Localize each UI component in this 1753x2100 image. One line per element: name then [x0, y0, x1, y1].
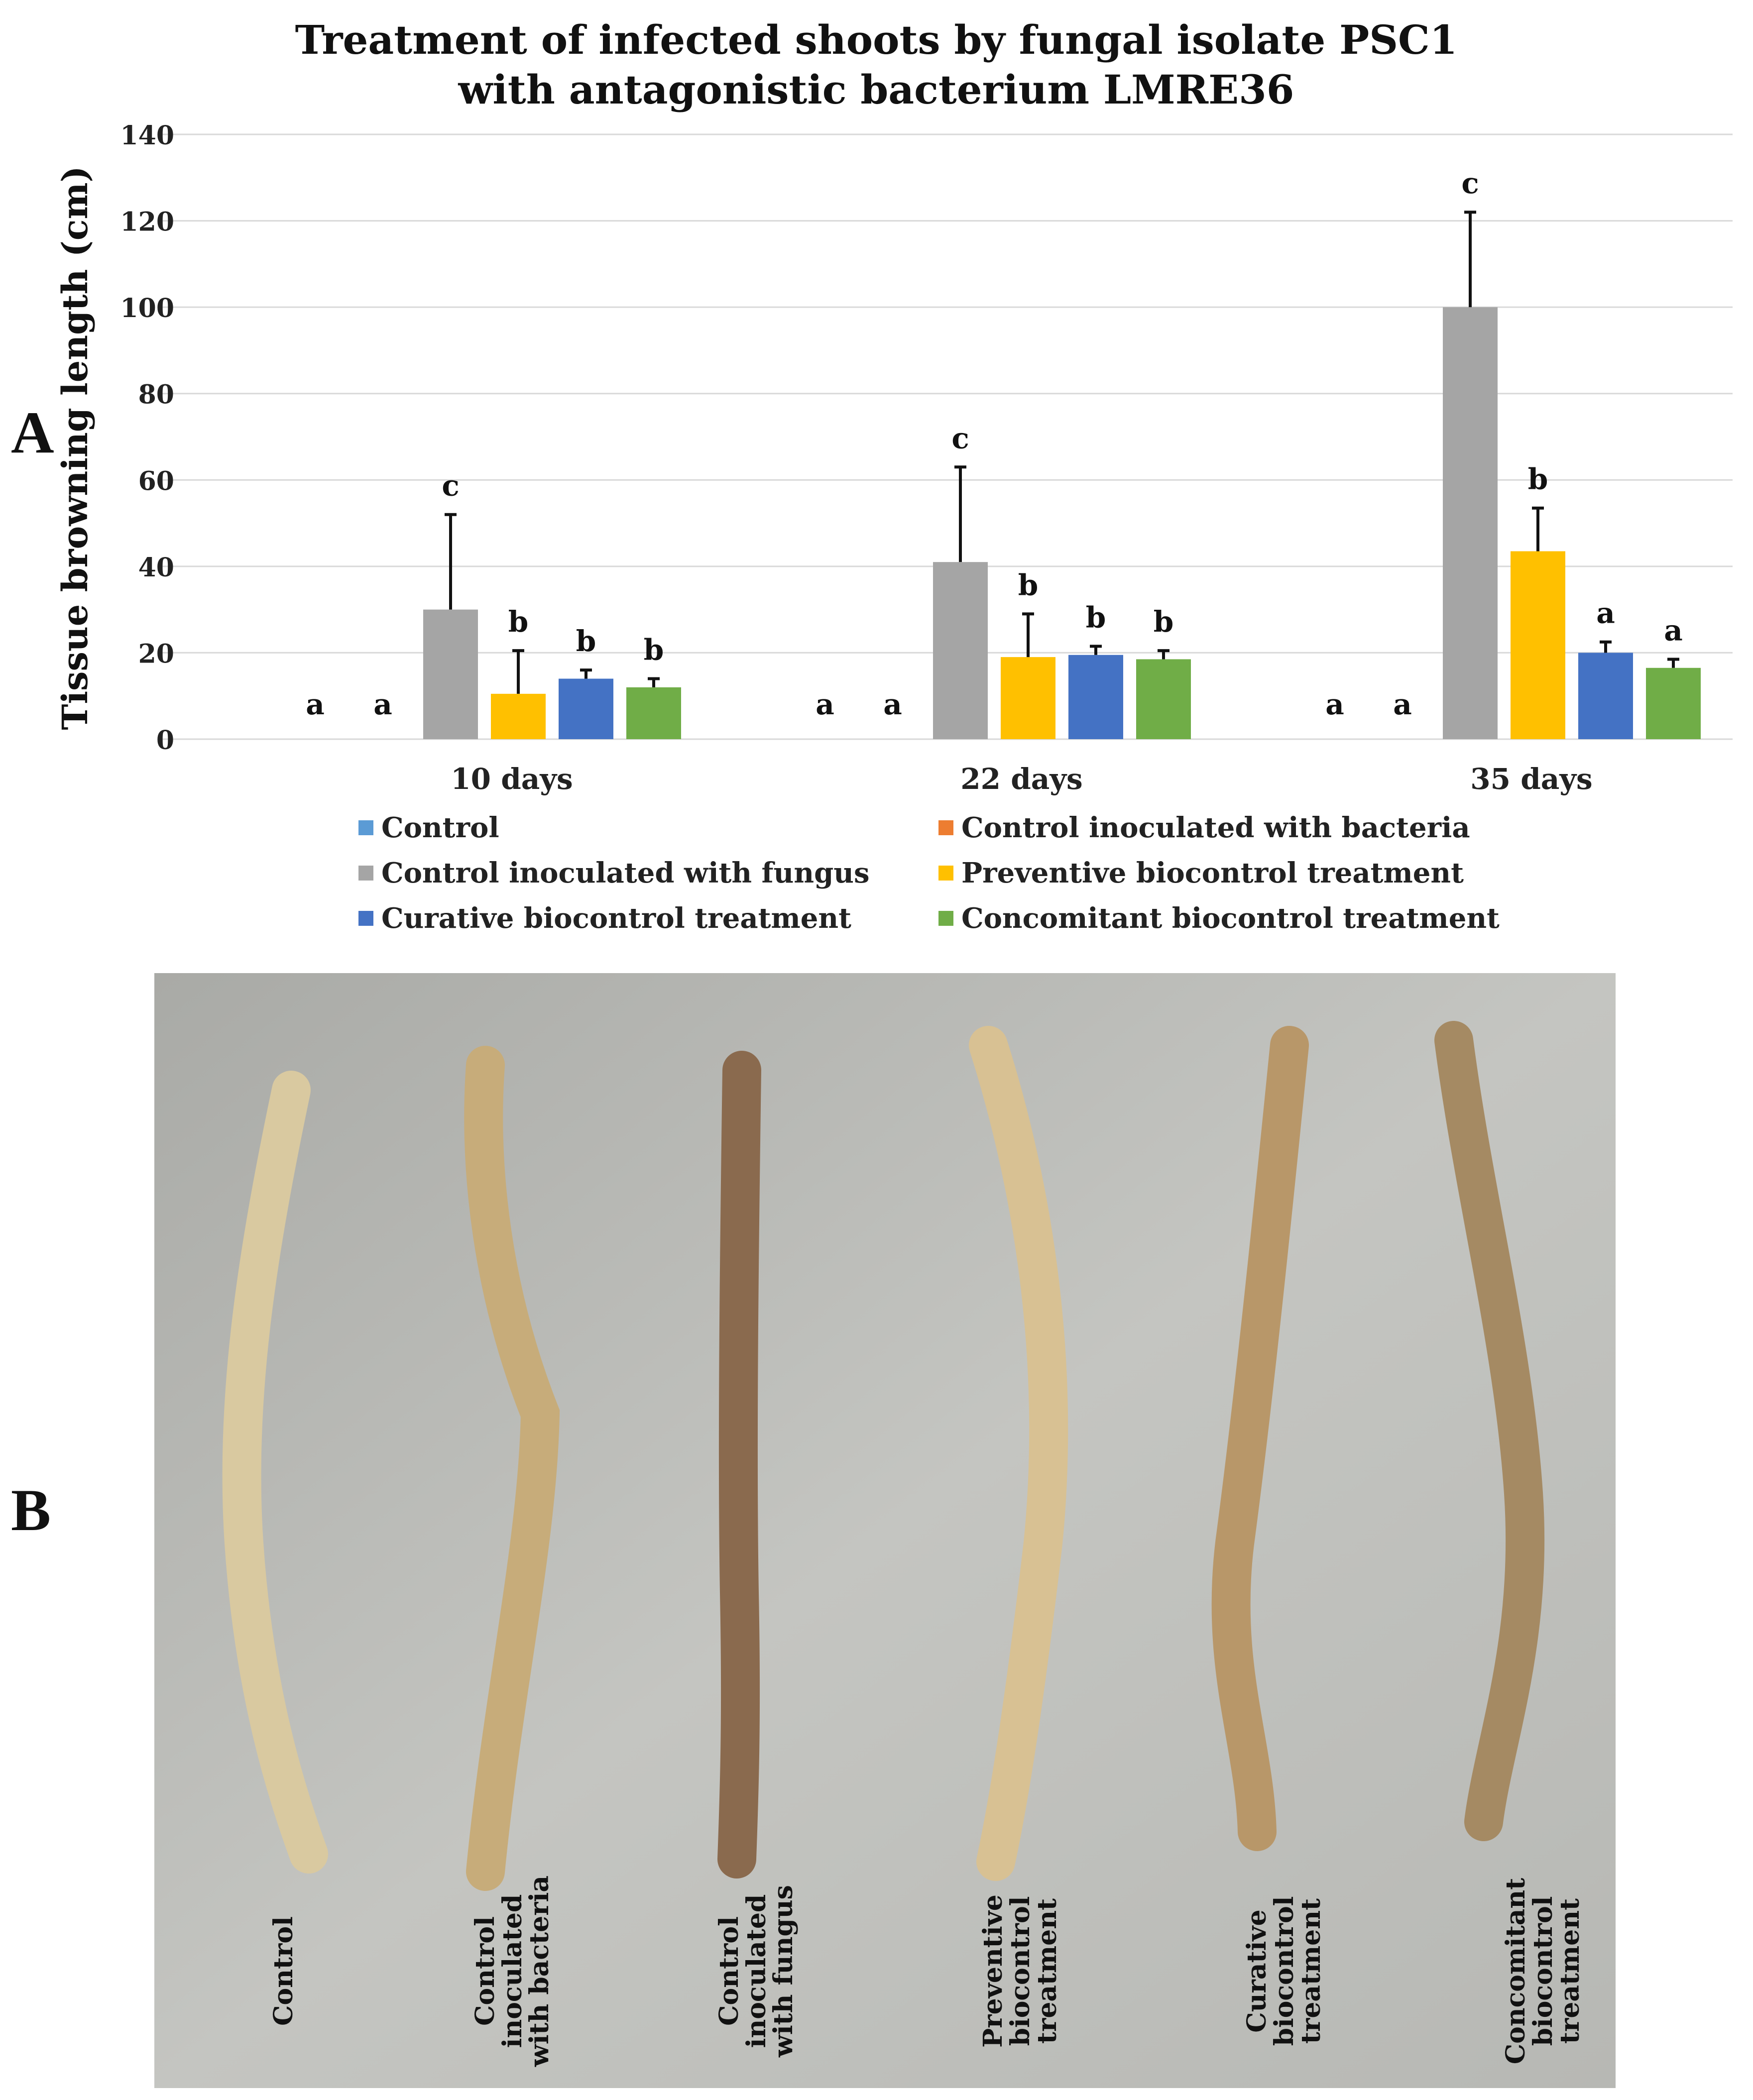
bar-chart: 0 20 40 60 80 100 120 140 a a c b b b a a c b b b a a c b a a 10… — [54, 16, 1733, 796]
significance-letter: c — [951, 421, 969, 455]
chart-title: Treatment of infected shoots by fungal i… — [295, 16, 1458, 63]
shoot-concomitant-biocontrol-treatment — [1434, 1021, 1545, 1841]
significance-letter: a — [1325, 687, 1344, 721]
significance-letter: b — [644, 633, 664, 667]
legend-label: Control — [381, 811, 499, 844]
legend-item-control: Control — [358, 811, 499, 844]
significance-letter: b — [508, 605, 529, 639]
x-axis-ticks: 10 days 22 days 35 days — [451, 762, 1592, 796]
shoot-label-preventive: Preventive biocontrol treatment — [978, 1894, 1063, 2048]
panel-label-b: B — [11, 1477, 51, 1543]
shoot-control-inoculated-with-bacteria — [464, 1046, 560, 1891]
y-tick-label: 20 — [138, 639, 174, 669]
significance-letter: b — [1528, 462, 1548, 496]
bar — [491, 693, 546, 739]
y-tick-label: 140 — [120, 120, 174, 151]
legend-item-control-fungus: Control inoculated with fungus — [358, 857, 869, 889]
significance-letter: c — [442, 469, 459, 503]
bar — [1511, 551, 1565, 739]
shoot-control-inoculated-with-fungus — [717, 1051, 761, 1879]
error-bars — [445, 211, 1679, 694]
legend-label: Control inoculated with fungus — [381, 857, 870, 889]
significance-letter: b — [1018, 568, 1039, 602]
y-tick-label: 80 — [138, 380, 174, 410]
significance-letter: a — [883, 687, 902, 721]
significance-letter: b — [576, 624, 596, 658]
y-axis-ticks: 0 20 40 60 80 100 120 140 — [120, 120, 174, 756]
legend-label: Control inoculated with bacteria — [961, 811, 1470, 844]
significance-letter: a — [1393, 687, 1412, 721]
legend-swatch — [938, 866, 953, 881]
legend-swatch — [358, 911, 373, 926]
x-tick-label: 35 days — [1470, 762, 1592, 796]
bar — [933, 562, 988, 739]
shoot-control — [222, 1071, 328, 1874]
shoot-preventive-biocontrol-treatment — [969, 1026, 1068, 1881]
significance-letter: a — [1596, 596, 1615, 630]
bar — [1646, 667, 1701, 739]
bar — [423, 609, 478, 739]
legend-item-preventive: Preventive biocontrol treatment — [938, 857, 1464, 889]
significance-letter: b — [1154, 605, 1174, 639]
bar — [1136, 659, 1191, 739]
legend-swatch — [938, 911, 953, 926]
legend-label: Concomitant biocontrol treatment — [961, 902, 1500, 935]
legend-item-curative: Curative biocontrol treatment — [358, 902, 851, 935]
significance-letters: a a c b b b a a c b b b a a c b a a — [306, 166, 1683, 721]
y-tick-label: 100 — [120, 293, 174, 324]
significance-letter: a — [373, 687, 392, 721]
legend-swatch — [938, 820, 953, 835]
significance-letter: c — [1461, 166, 1479, 200]
bar — [1578, 653, 1633, 739]
panel-label-a: A — [11, 399, 54, 465]
legend-label: Curative biocontrol treatment — [381, 902, 851, 935]
x-tick-label: 10 days — [451, 762, 573, 796]
bar — [626, 687, 681, 739]
photo-background — [154, 973, 1616, 2088]
bar — [559, 678, 613, 739]
chart-subtitle: with antagonistic bacterium LMRE36 — [458, 66, 1294, 113]
legend-item-concomitant: Concomitant biocontrol treatment — [938, 902, 1500, 935]
legend-swatch — [358, 866, 373, 881]
legend-item-control-bacteria: Control inoculated with bacteria — [938, 811, 1470, 844]
y-tick-label: 60 — [138, 466, 174, 496]
x-tick-label: 22 days — [960, 762, 1082, 796]
shoot-label-control: Control — [268, 1916, 299, 2026]
legend-label: Preventive biocontrol treatment — [961, 857, 1464, 889]
shoot-label-curative: Curative biocontrol treatment — [1242, 1896, 1327, 2046]
y-tick-label: 0 — [156, 725, 174, 756]
shoot-curative-biocontrol-treatment — [1211, 1026, 1309, 1851]
significance-letter: a — [816, 687, 834, 721]
shoot-label-control-fungus: Control inoculated with fungus — [714, 1885, 799, 2057]
significance-letter: b — [1086, 600, 1106, 634]
y-axis-label: Tissue browning length (cm) — [54, 166, 96, 730]
legend-swatch — [358, 820, 373, 835]
bar — [1443, 307, 1498, 739]
significance-letter: a — [306, 687, 325, 721]
shoot-label-control-bacteria: Control inoculated with bacteria — [470, 1875, 555, 2067]
bar — [1001, 657, 1055, 739]
bars — [423, 307, 1701, 739]
y-tick-label: 120 — [120, 207, 174, 237]
significance-letter: a — [1664, 613, 1683, 647]
y-tick-label: 40 — [138, 553, 174, 583]
shoot-label-concomitant: Concomitant biocontrol treatment — [1501, 1878, 1586, 2065]
bar — [1068, 655, 1123, 739]
